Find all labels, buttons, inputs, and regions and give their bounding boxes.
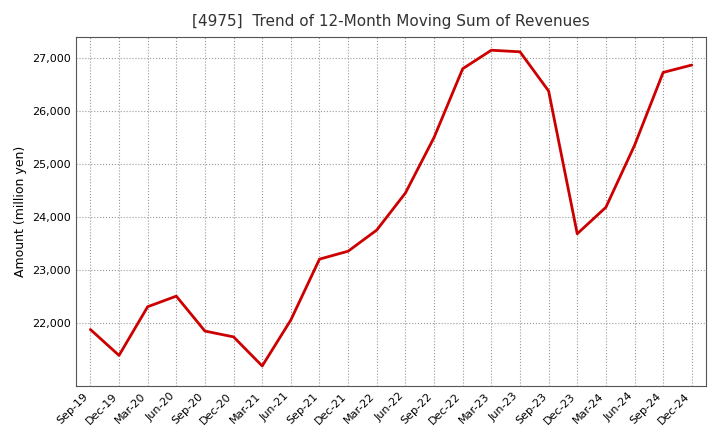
Title: [4975]  Trend of 12-Month Moving Sum of Revenues: [4975] Trend of 12-Month Moving Sum of R… <box>192 14 590 29</box>
Y-axis label: Amount (million yen): Amount (million yen) <box>14 146 27 277</box>
